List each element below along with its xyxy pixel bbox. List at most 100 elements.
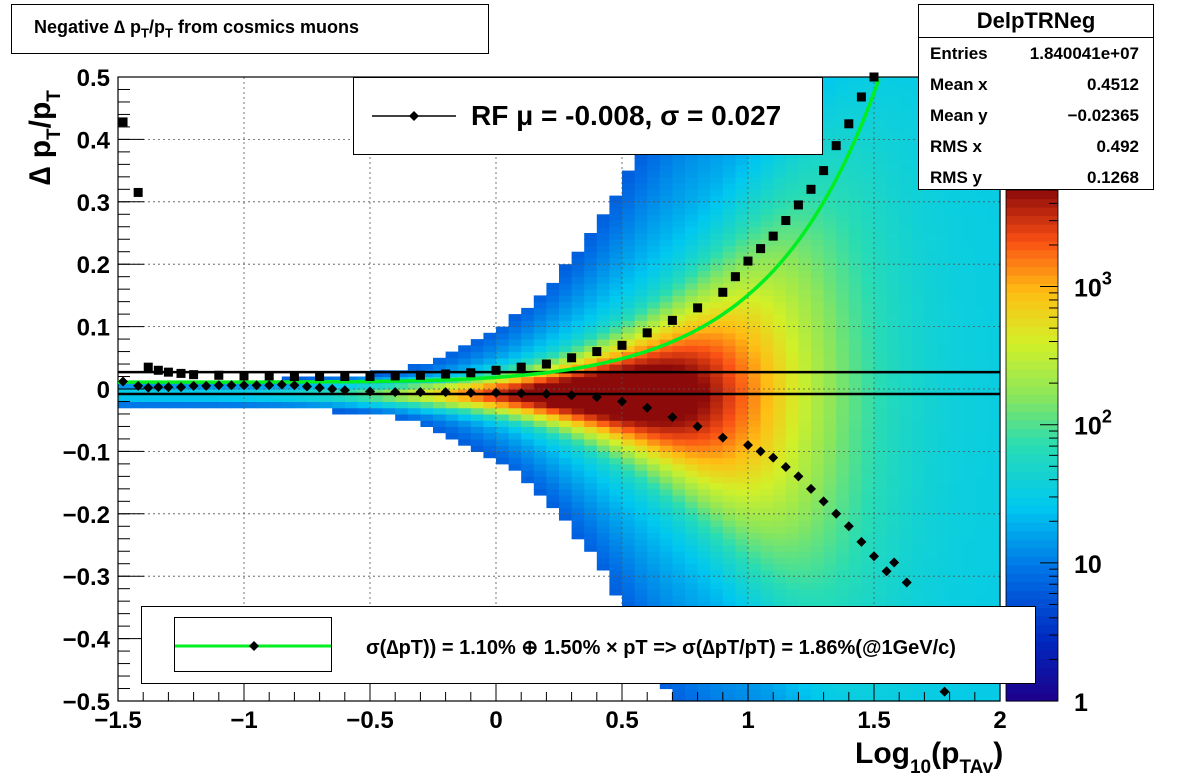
heatmap-cell (735, 258, 749, 265)
heatmap-cell (874, 145, 888, 153)
heatmap-cell (647, 495, 661, 502)
heatmap-cell (937, 463, 951, 471)
heatmap-cell (899, 295, 913, 303)
heatmap-cell (861, 370, 875, 378)
heatmap-cell (924, 357, 938, 365)
heatmap-cell (899, 201, 913, 209)
heatmap-cell (622, 382, 636, 390)
heatmap-cell (584, 295, 598, 303)
heatmap-cell (659, 495, 673, 502)
heatmap-cell (231, 382, 245, 390)
heatmap-cell (962, 339, 976, 346)
heatmap-cell (697, 582, 711, 590)
heatmap-cell (848, 145, 862, 153)
heatmap-cell (987, 445, 1001, 452)
heatmap-cell (949, 339, 963, 346)
heatmap-cell (785, 376, 799, 384)
heatmap-cell (874, 282, 888, 290)
stats-row-rms-x: RMS x 0.492 (919, 131, 1153, 162)
heatmap-cell (584, 270, 598, 278)
heatmap-cell (798, 507, 812, 515)
heatmap-cell (634, 220, 648, 228)
heatmap-cell (937, 389, 951, 396)
heatmap-cell (685, 588, 699, 596)
heatmap-cell (647, 282, 661, 290)
heatmap-cell (672, 208, 686, 215)
heatmap-cell (924, 532, 938, 540)
heatmap-cell (722, 457, 736, 465)
heatmap-cell (773, 214, 787, 222)
heatmap-cell (722, 339, 736, 346)
heatmap-cell (798, 532, 812, 540)
heatmap-cell (647, 432, 661, 440)
heatmap-cell (710, 563, 724, 571)
heatmap-cell (533, 326, 547, 334)
data-point-square (730, 272, 740, 282)
heatmap-cell (622, 414, 636, 421)
heatmap-cell (811, 594, 825, 602)
heatmap-cell (470, 345, 484, 353)
heatmap-cell (798, 183, 812, 190)
heatmap-cell (848, 414, 862, 421)
heatmap-cell (836, 326, 850, 334)
heatmap-cell (659, 226, 673, 234)
heatmap-cell (735, 476, 749, 484)
colorbar-segment (1006, 419, 1058, 429)
heatmap-cell (647, 270, 661, 278)
heatmap-cell (533, 457, 547, 465)
heatmap-cell (584, 476, 598, 484)
heatmap-cell (622, 307, 636, 315)
heatmap-cell (760, 395, 774, 402)
heatmap-cell (899, 133, 913, 140)
heatmap-cell (634, 264, 648, 271)
heatmap-cell (584, 495, 598, 502)
heatmap-cell (899, 345, 913, 353)
heatmap-cell (874, 382, 888, 390)
heatmap-cell (634, 451, 648, 459)
heatmap-cell (937, 513, 951, 521)
heatmap-cell (735, 314, 749, 321)
data-markers (118, 72, 950, 697)
heatmap-cell (974, 476, 988, 484)
heatmap-cell (584, 457, 598, 465)
heatmap-cell (622, 301, 636, 309)
heatmap-cell (559, 395, 573, 402)
heatmap-cell (974, 532, 988, 540)
heatmap-cell (836, 463, 850, 471)
heatmap-cell (445, 401, 459, 409)
heatmap-cell (634, 239, 648, 246)
heatmap-cell (949, 470, 963, 477)
heatmap-cell (886, 251, 900, 259)
heatmap-cell (949, 582, 963, 590)
heatmap-cell (937, 601, 951, 608)
heatmap-cell (823, 351, 837, 359)
heatmap-cell (748, 414, 762, 421)
heatmap-cell (697, 495, 711, 502)
heatmap-cell (811, 432, 825, 440)
heatmap-cell (722, 563, 736, 571)
heatmap-cell (848, 158, 862, 165)
heatmap-cell (722, 332, 736, 340)
heatmap-cell (722, 682, 736, 690)
heatmap-cell (697, 320, 711, 328)
heatmap-cell (609, 401, 623, 409)
heatmap-cell (962, 488, 976, 496)
heatmap-cell (949, 588, 963, 596)
heatmap-cell (685, 301, 699, 309)
heatmap-cell (609, 482, 623, 490)
heatmap-cell (634, 351, 648, 359)
heatmap-cell (748, 463, 762, 471)
heatmap-cell (861, 208, 875, 215)
heatmap-cell (748, 457, 762, 465)
stats-label: Entries (930, 44, 988, 63)
heatmap-cell (634, 457, 648, 465)
heatmap-cell (735, 183, 749, 190)
heatmap-cell (974, 470, 988, 477)
heatmap-cell (861, 364, 875, 371)
heatmap-cell (685, 582, 699, 590)
heatmap-cell (823, 488, 837, 496)
heatmap-cell (584, 501, 598, 509)
heatmap-cell (533, 426, 547, 434)
heatmap-cell (496, 376, 510, 384)
heatmap-cell (622, 345, 636, 353)
